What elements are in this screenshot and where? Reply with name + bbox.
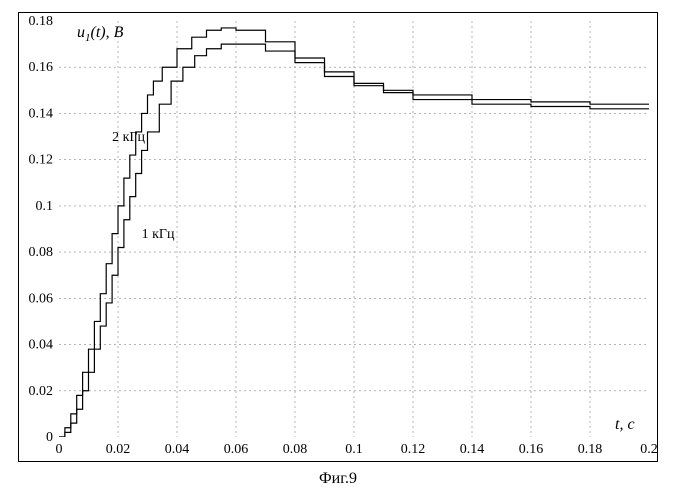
labels-group: 2 кГц 1 кГц (112, 130, 175, 242)
xtick-8: 0.16 (519, 442, 544, 457)
xtick-6: 0.12 (401, 442, 426, 457)
ytick-labels: 0 0.02 0.04 0.06 0.08 0.1 0.12 0.14 0.16 0.18 (29, 14, 54, 445)
ytick-6: 0.12 (29, 153, 54, 168)
xtick-1: 0.02 (106, 442, 131, 457)
plot-svg: 2 кГц 1 кГц (59, 21, 649, 437)
ytick-2: 0.04 (29, 338, 54, 353)
plot-frame: 2 кГц1 кГц 00.020.040.060.080.10.120.140… (18, 12, 658, 462)
figure-caption: Фиг.9 (0, 470, 676, 488)
ytick-9: 0.18 (29, 14, 54, 29)
xtick-5: 0.1 (345, 442, 363, 457)
xtick-4: 0.08 (283, 442, 308, 457)
xtick-7: 0.14 (460, 442, 485, 457)
chart-container: 2 кГц1 кГц 00.020.040.060.080.10.120.140… (0, 0, 676, 500)
xtick-2: 0.04 (165, 442, 190, 457)
ytick-8: 0.16 (29, 60, 54, 75)
xtick-9: 0.18 (578, 442, 603, 457)
xtick-0: 0 (56, 442, 63, 457)
xtick-3: 0.06 (224, 442, 249, 457)
series-label-s2khz: 2 кГц (112, 130, 145, 145)
ytick-7: 0.14 (29, 106, 54, 121)
ytick-0: 0 (46, 430, 53, 445)
ytick-3: 0.06 (29, 291, 54, 306)
ytick-5: 0.1 (36, 199, 54, 214)
ytick-4: 0.08 (29, 245, 54, 260)
xtick-10: 0.2 (640, 442, 657, 457)
xtick-labels: 0 0.02 0.04 0.06 0.08 0.1 0.12 0.14 0.16 0.18 0.2 (56, 442, 658, 457)
ytick-1: 0.02 (29, 384, 54, 399)
series-label-s1khz: 1 кГц (142, 227, 175, 242)
